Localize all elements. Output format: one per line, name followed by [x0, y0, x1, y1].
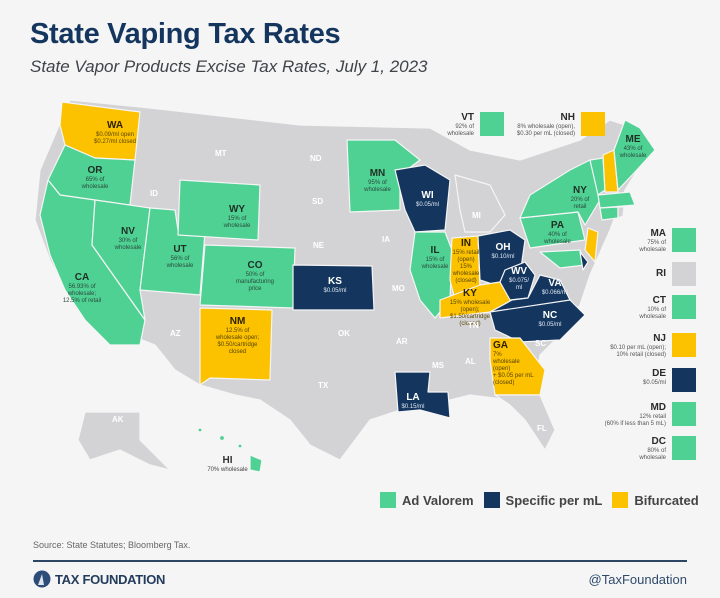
label-TN: TN	[468, 321, 479, 330]
label-MI: MI	[472, 211, 481, 220]
label-WA: WA $0.09/ml open $0.27/ml closed	[93, 120, 137, 145]
swatch-NH	[581, 112, 605, 136]
state-NC	[489, 299, 586, 343]
state-NY	[519, 159, 601, 226]
label-ME: ME 43% of wholesale	[619, 134, 647, 159]
label-OK: OK	[338, 329, 350, 338]
swatch-RI	[672, 262, 696, 286]
label-IN: IN 15% retail (open) 15% wholesale (closed)	[452, 238, 480, 284]
label-AR: AR	[396, 337, 408, 346]
state-MI	[454, 174, 506, 233]
label-AK: AK	[112, 415, 124, 424]
legend-swatch-ad-valorem	[380, 492, 396, 508]
footer-divider	[33, 560, 687, 562]
label-MN: MN 95% of wholesale	[364, 168, 391, 193]
label-CO: CO 50% of manufacturing price	[235, 260, 275, 292]
callout-NJ: NJ $0.10 per mL (open); 10% retail (closed…	[556, 333, 696, 359]
label-GA: GA 7% wholesale (open) + $0.05 per mL (closed…	[493, 340, 534, 386]
state-NJ	[584, 227, 599, 263]
label-KS: KS $0.05/ml	[323, 276, 347, 294]
legend-swatch-bifurcated	[612, 492, 629, 508]
label-WI: WI $0.05/ml	[415, 190, 439, 208]
swatch-MA	[672, 228, 696, 252]
legend-ad-valorem: Ad Valorem	[380, 492, 474, 508]
callout-DE: DE $0.05/ml	[556, 368, 696, 392]
label-MT: MT	[215, 149, 227, 158]
state-CT	[599, 206, 619, 221]
twitter-handle[interactable]: @TaxFoundation	[588, 572, 687, 587]
label-SC: SC	[535, 339, 547, 348]
callout-DC: DC 80% of wholesale	[556, 436, 696, 462]
state-AK	[77, 411, 171, 471]
swatch-DE	[672, 368, 696, 392]
label-NV: NV 30% of wholesale	[114, 226, 142, 251]
label-HI: HI 70% wholesale	[207, 455, 248, 473]
state-LA	[394, 371, 451, 419]
label-AZ: AZ	[170, 329, 181, 338]
state-RI	[617, 206, 625, 219]
state-FL	[494, 394, 556, 451]
label-WY: WY 15% of wholesale	[223, 204, 251, 229]
swatch-DC	[672, 436, 696, 460]
state-NH	[602, 149, 619, 193]
label-MO: MO	[392, 284, 405, 293]
label-ND: ND	[310, 154, 322, 163]
page-title: State Vaping Tax Rates	[30, 18, 341, 50]
label-NC: NC $0.05/ml	[538, 310, 562, 328]
source-note: Source: State Statutes; Bloomberg Tax.	[33, 540, 191, 550]
callout-RI: RI	[556, 262, 696, 286]
callout-MA: MA 75% of wholesale	[556, 228, 696, 254]
swatch-MD	[672, 402, 696, 426]
label-IL: IL 15% of wholesale	[421, 245, 449, 270]
label-OR: OR 65% of wholesale	[81, 165, 109, 190]
legend-swatch-specific	[483, 492, 500, 508]
state-NV	[91, 199, 151, 321]
swatch-VT	[480, 112, 504, 136]
brand-logo: TAX FOUNDATION	[33, 570, 165, 588]
callout-NH: NH 8% wholesale (open), $0.30 per mL (clos…	[495, 112, 605, 138]
label-LA: LA $0.15/ml	[401, 392, 425, 410]
label-MS: MS	[432, 361, 444, 370]
state-CA	[39, 179, 146, 346]
swatch-NJ	[672, 333, 696, 357]
label-NY: NY 20% of retail	[570, 185, 590, 210]
label-IA: IA	[382, 235, 390, 244]
label-KY: KY 15% wholesale (open); $1.50/cartridge (…	[449, 288, 491, 327]
label-SD: SD	[312, 197, 324, 206]
label-ID: ID	[150, 189, 158, 198]
label-PA: PA 40% of wholesale	[544, 220, 571, 245]
label-TX: TX	[318, 381, 329, 390]
map-legend: Ad Valorem Specific per mL Bifurcated	[380, 492, 709, 508]
state-WI	[394, 164, 451, 233]
callout-CT: CT 10% of wholesale	[556, 295, 696, 321]
page-subtitle: State Vapor Products Excise Tax Rates, J…	[30, 57, 428, 76]
label-NM: NM 12.5% of wholesale open; $0.50/cartridge…	[215, 316, 260, 355]
state-WY	[177, 179, 261, 241]
state-DE	[579, 251, 589, 271]
callout-VT: VT 92% of wholesale	[430, 112, 504, 138]
tax-foundation-logo-icon	[33, 570, 51, 588]
state-KS	[292, 264, 375, 311]
label-CA: CA 56.93% of wholesale; 12.5% of retail	[62, 272, 102, 304]
label-AL: AL	[465, 357, 476, 366]
swatch-CT	[672, 295, 696, 319]
state-NM	[199, 307, 273, 386]
state-HI	[249, 454, 263, 473]
label-WV: WV $0.075/ml	[508, 266, 530, 291]
label-NE: NE	[313, 241, 325, 250]
state-ME	[613, 119, 656, 191]
legend-bifurcated: Bifurcated	[612, 492, 699, 508]
state-MA	[597, 191, 636, 209]
legend-specific: Specific per mL	[483, 492, 602, 508]
label-OH: OH $0.10/ml	[491, 242, 515, 260]
label-VA: VA $0.066/ml	[541, 278, 569, 296]
label-UT: UT 56% of wholesale	[166, 244, 194, 269]
label-FL: FL	[537, 424, 547, 433]
callout-MD: MD 12% retail (60% if less than 5 mL)	[556, 402, 696, 428]
